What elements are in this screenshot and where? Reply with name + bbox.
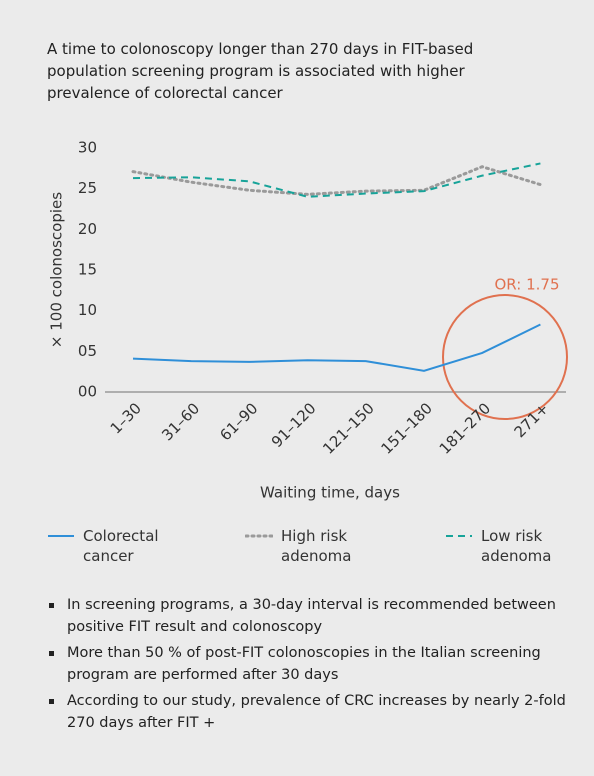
- note: In screening programs, a 30-day interval…: [49, 594, 582, 638]
- chart: × 100 colonoscopies Waiting time, days O…: [48, 139, 568, 502]
- notes: In screening programs, a 30-day interval…: [47, 594, 582, 738]
- line-series: [131, 165, 542, 196]
- y-axis-title: × 100 colonoscopies: [48, 192, 66, 348]
- y-tick-label: 15: [78, 261, 97, 279]
- x-tick-label: 151–180: [377, 399, 436, 458]
- note: According to our study, prevalence of CR…: [49, 690, 582, 734]
- x-tick-label: 181–270: [436, 399, 495, 458]
- note: More than 50 % of post-FIT colonoscopies…: [49, 642, 582, 686]
- y-tick-label: 05: [78, 342, 97, 360]
- highlight-circle: [442, 294, 568, 420]
- y-tick-label: 30: [78, 139, 97, 157]
- y-tick-label: 00: [78, 383, 97, 401]
- legend-item: Low risk adenoma: [445, 526, 576, 566]
- x-tick-label: 271+: [511, 399, 553, 441]
- annotation: OR: 1.75: [495, 276, 560, 294]
- legend-swatch: [48, 535, 74, 537]
- y-tick-label: 20: [78, 220, 97, 238]
- line-series: [132, 323, 541, 372]
- chart-title: A time to colonoscopy longer than 270 da…: [47, 40, 474, 102]
- legend-item: Colorectal cancer: [47, 526, 178, 566]
- y-tick-label: 25: [78, 179, 97, 197]
- legend-label: High risk adenoma: [281, 527, 352, 565]
- x-tick-label: 31–60: [158, 399, 203, 444]
- legend-swatch: [245, 534, 273, 538]
- line-series: [132, 162, 541, 198]
- x-tick-label: 61–90: [216, 399, 261, 444]
- x-tick-label: 121–150: [319, 399, 378, 458]
- y-tick-label: 10: [78, 301, 97, 319]
- x-axis-title: Waiting time, days: [260, 484, 400, 502]
- x-tick-label: 91–120: [268, 399, 320, 451]
- legend-label: Low risk adenoma: [481, 527, 552, 565]
- x-tick-label: 1–30: [107, 399, 145, 437]
- legend: Colorectal cancer High risk adenoma Low ri…: [47, 526, 567, 576]
- legend-swatch: [446, 535, 472, 537]
- legend-label: Colorectal cancer: [83, 527, 159, 565]
- legend-item: High risk adenoma: [245, 526, 376, 566]
